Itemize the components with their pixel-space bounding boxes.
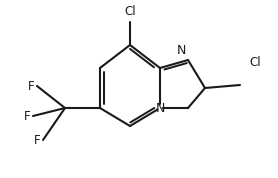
Text: F: F bbox=[24, 109, 31, 122]
Text: N: N bbox=[155, 101, 165, 114]
Text: F: F bbox=[34, 134, 41, 146]
Text: F: F bbox=[28, 80, 35, 93]
Text: Cl: Cl bbox=[124, 6, 136, 19]
Text: N: N bbox=[176, 44, 186, 57]
Text: Cl: Cl bbox=[249, 56, 261, 69]
